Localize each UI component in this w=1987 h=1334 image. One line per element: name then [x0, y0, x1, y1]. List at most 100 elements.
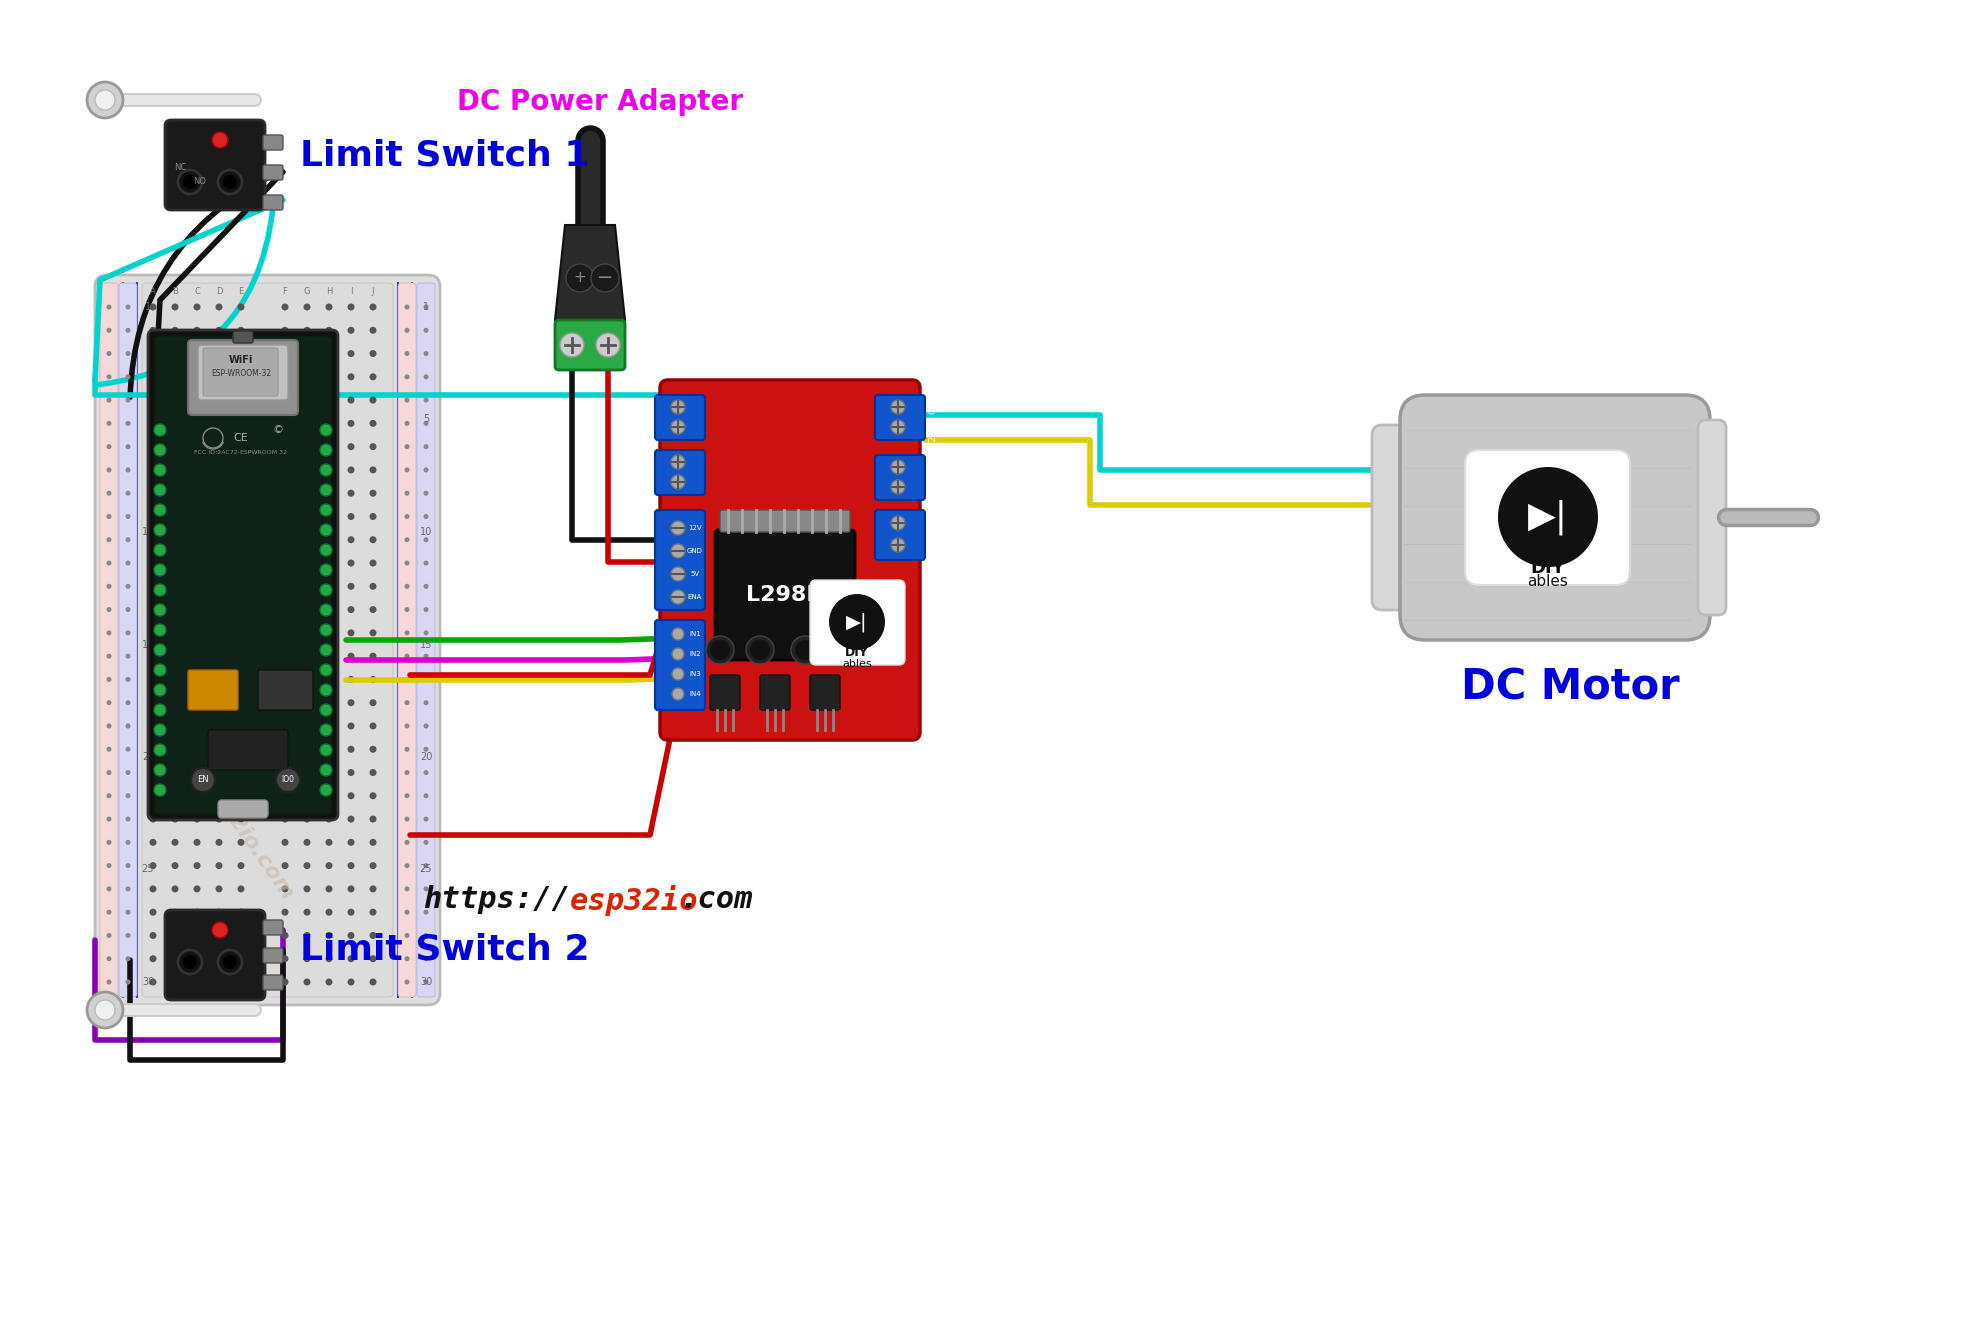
Circle shape [705, 636, 733, 664]
Circle shape [215, 350, 223, 358]
Circle shape [370, 979, 376, 986]
Circle shape [149, 886, 157, 892]
Circle shape [423, 538, 429, 542]
Circle shape [107, 700, 111, 706]
Text: esp32io.com: esp32io.com [191, 583, 298, 724]
Circle shape [282, 630, 288, 636]
Text: 30: 30 [141, 976, 155, 987]
Circle shape [125, 491, 131, 496]
Circle shape [171, 955, 179, 962]
Circle shape [107, 538, 111, 542]
Text: 10: 10 [141, 527, 155, 538]
Circle shape [348, 979, 354, 986]
Circle shape [370, 792, 376, 799]
Circle shape [304, 886, 310, 892]
Circle shape [320, 724, 332, 736]
Circle shape [326, 396, 332, 404]
Circle shape [326, 536, 332, 543]
FancyBboxPatch shape [262, 195, 282, 209]
Circle shape [107, 584, 111, 588]
Circle shape [320, 524, 332, 536]
Circle shape [215, 699, 223, 706]
Circle shape [155, 604, 167, 616]
Circle shape [149, 350, 157, 358]
Circle shape [304, 792, 310, 799]
Circle shape [405, 491, 409, 496]
FancyBboxPatch shape [811, 675, 841, 710]
Circle shape [125, 607, 131, 612]
Circle shape [370, 862, 376, 870]
Circle shape [215, 327, 223, 334]
Circle shape [405, 654, 409, 659]
Circle shape [107, 747, 111, 752]
Circle shape [320, 564, 332, 576]
Circle shape [215, 514, 223, 520]
Circle shape [348, 583, 354, 590]
Circle shape [193, 746, 201, 752]
FancyBboxPatch shape [656, 620, 705, 710]
Circle shape [326, 908, 332, 915]
Circle shape [107, 956, 111, 962]
Circle shape [590, 264, 620, 292]
Circle shape [171, 792, 179, 799]
Circle shape [326, 932, 332, 939]
Circle shape [193, 467, 201, 474]
Circle shape [672, 668, 684, 680]
Circle shape [155, 564, 167, 576]
Circle shape [171, 815, 179, 823]
Circle shape [193, 979, 201, 986]
Circle shape [191, 768, 215, 792]
Circle shape [238, 815, 244, 823]
Circle shape [831, 636, 858, 664]
Circle shape [171, 396, 179, 404]
FancyBboxPatch shape [141, 283, 393, 996]
Circle shape [215, 723, 223, 730]
Circle shape [672, 590, 686, 604]
FancyBboxPatch shape [1464, 450, 1629, 586]
Text: DIY: DIY [1530, 559, 1566, 578]
Circle shape [348, 467, 354, 474]
Circle shape [125, 444, 131, 450]
Circle shape [326, 583, 332, 590]
Circle shape [171, 583, 179, 590]
Circle shape [183, 955, 197, 968]
Circle shape [282, 420, 288, 427]
Circle shape [171, 606, 179, 614]
Circle shape [423, 770, 429, 775]
Circle shape [282, 350, 288, 358]
Text: A: A [151, 287, 155, 296]
Circle shape [107, 631, 111, 635]
Circle shape [215, 932, 223, 939]
Circle shape [149, 606, 157, 614]
Circle shape [304, 350, 310, 358]
Circle shape [326, 467, 332, 474]
Circle shape [107, 794, 111, 798]
Circle shape [193, 862, 201, 870]
Circle shape [326, 886, 332, 892]
Circle shape [320, 504, 332, 516]
FancyBboxPatch shape [147, 329, 338, 820]
Circle shape [238, 374, 244, 380]
Circle shape [238, 536, 244, 543]
Circle shape [223, 955, 236, 968]
Circle shape [125, 514, 131, 519]
Circle shape [282, 467, 288, 474]
Text: 1: 1 [145, 301, 151, 312]
Circle shape [171, 699, 179, 706]
FancyBboxPatch shape [165, 120, 264, 209]
Circle shape [125, 794, 131, 798]
Circle shape [791, 636, 819, 664]
Circle shape [320, 604, 332, 616]
Text: esp32io.com: esp32io.com [191, 763, 298, 904]
Circle shape [238, 467, 244, 474]
Circle shape [125, 956, 131, 962]
Circle shape [326, 955, 332, 962]
Circle shape [282, 746, 288, 752]
FancyBboxPatch shape [203, 348, 278, 396]
Circle shape [238, 792, 244, 799]
Circle shape [320, 704, 332, 716]
Circle shape [155, 764, 167, 776]
Circle shape [405, 328, 409, 332]
Circle shape [171, 559, 179, 567]
Circle shape [304, 396, 310, 404]
